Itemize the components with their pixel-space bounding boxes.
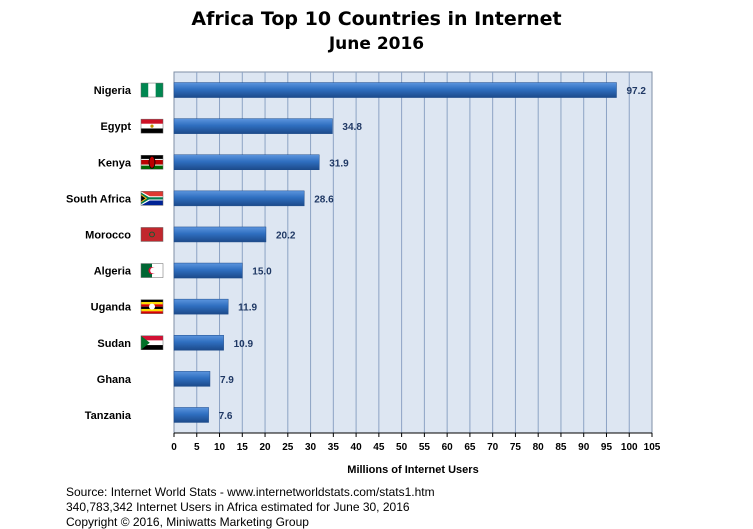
bar-nigeria	[173, 82, 617, 98]
x-tick-label: 15	[237, 442, 249, 453]
category-label-morocco: Morocco	[85, 229, 131, 241]
bar-chart: 97.2 34.8 31.9 28.6 20.2 15.0 11.9 10.9 7.9 7.6 0…	[66, 71, 661, 476]
source-note: Source: Internet World Stats - www.inter…	[66, 485, 435, 499]
x-tick-label: 95	[601, 442, 613, 453]
value-label-ghana: 7.9	[220, 375, 234, 386]
value-label-morocco: 20.2	[276, 230, 296, 241]
bar-algeria	[173, 262, 243, 279]
x-tick-label: 85	[555, 442, 567, 453]
value-label-tanzania: 7.6	[219, 411, 233, 422]
x-tick-label: 45	[373, 442, 385, 453]
bar-egypt	[173, 118, 333, 134]
users-note: 340,783,342 Internet Users in Africa est…	[66, 500, 410, 514]
morocco-flag-icon	[140, 227, 164, 242]
category-label-egypt: Egypt	[100, 121, 131, 133]
x-tick-label: 10	[214, 442, 226, 453]
x-tick-label: 75	[510, 442, 522, 453]
bar-tanzania	[173, 407, 209, 423]
egypt-flag-icon	[140, 118, 164, 134]
x-tick-label: 35	[328, 442, 340, 453]
category-label-south-africa: South Africa	[66, 193, 132, 205]
category-label-kenya: Kenya	[98, 157, 132, 169]
x-tick-label: 90	[578, 442, 590, 453]
x-tick-label: 40	[351, 442, 363, 453]
category-label-nigeria: Nigeria	[94, 85, 132, 97]
x-tick-label: 60	[442, 442, 454, 453]
value-label-uganda: 11.9	[238, 303, 257, 314]
nigeria-flag-icon	[140, 82, 164, 98]
category-label-uganda: Uganda	[91, 302, 132, 314]
x-tick-label: 0	[171, 442, 177, 453]
value-label-kenya: 31.9	[329, 158, 349, 169]
x-tick-label: 50	[396, 442, 408, 453]
bar-uganda	[173, 298, 229, 315]
category-label-algeria: Algeria	[94, 266, 132, 278]
value-label-nigeria: 97.2	[626, 86, 646, 97]
category-label-tanzania: Tanzania	[85, 410, 132, 422]
south-africa-flag-icon	[140, 191, 164, 206]
x-tick-label: 70	[487, 442, 499, 453]
x-tick-label: 30	[305, 442, 317, 453]
category-label-sudan: Sudan	[97, 338, 131, 350]
chart-title: Africa Top 10 Countries in Internet	[191, 8, 562, 30]
x-tick-label: 105	[644, 442, 661, 453]
x-tick-label: 80	[533, 442, 545, 453]
x-tick-label: 100	[621, 442, 638, 453]
sudan-flag-icon	[140, 335, 164, 350]
bar-kenya	[173, 154, 320, 170]
uganda-flag-icon	[140, 299, 164, 314]
x-axis-label: Millions of Internet Users	[347, 464, 478, 476]
value-label-sudan: 10.9	[234, 339, 254, 350]
kenya-flag-icon	[140, 155, 164, 170]
bar-ghana	[173, 371, 211, 387]
x-tick-label: 55	[419, 442, 431, 453]
value-label-south-africa: 28.6	[314, 194, 334, 205]
x-tick-label: 5	[194, 442, 200, 453]
chart-subtitle: June 2016	[328, 34, 425, 54]
value-label-algeria: 15.0	[252, 267, 272, 278]
x-tick-label: 65	[464, 442, 476, 453]
bar-sudan	[173, 335, 224, 351]
copyright-note: Copyright © 2016, Miniwatts Marketing Gr…	[66, 515, 309, 529]
x-tick-label: 25	[282, 442, 294, 453]
bar-south-africa	[173, 190, 305, 207]
x-tick-label: 20	[259, 442, 271, 453]
bar-morocco	[173, 226, 267, 243]
algeria-flag-icon	[140, 263, 164, 278]
value-label-egypt: 34.8	[342, 122, 362, 133]
category-label-ghana: Ghana	[97, 374, 132, 386]
